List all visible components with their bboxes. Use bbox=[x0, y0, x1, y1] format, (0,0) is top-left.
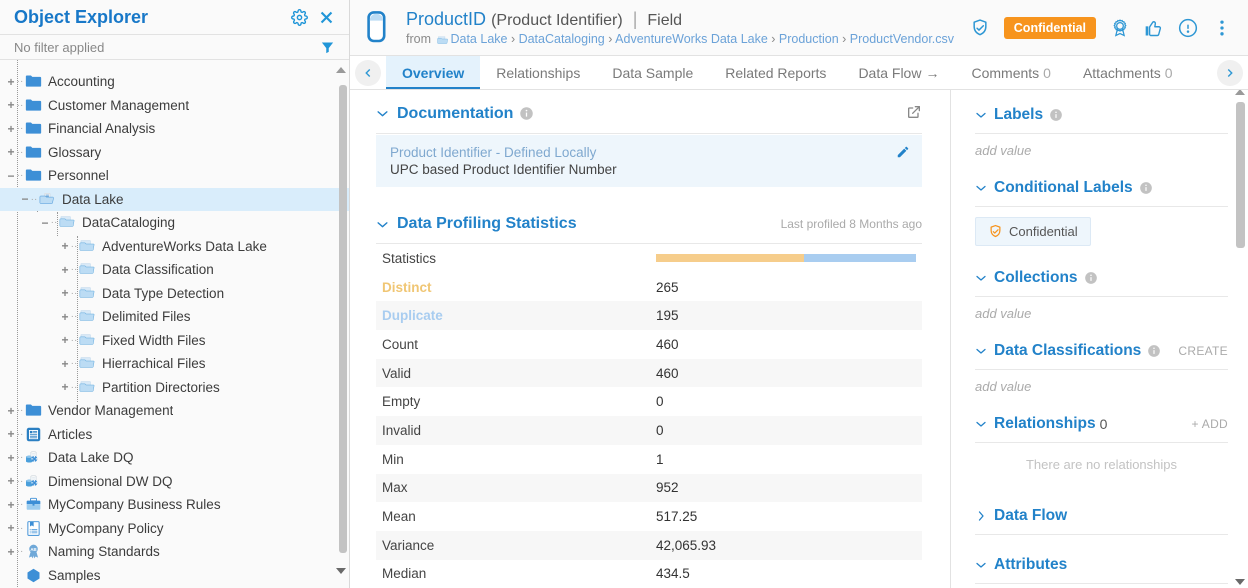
svg-text:AB: AB bbox=[30, 547, 36, 552]
